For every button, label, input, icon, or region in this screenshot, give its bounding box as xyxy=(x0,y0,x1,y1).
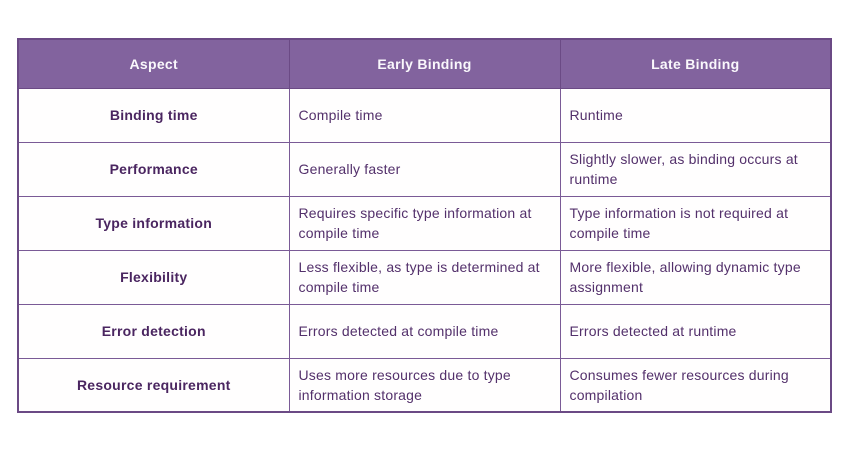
cell-early-binding: Requires specific type information at co… xyxy=(288,195,561,251)
cell-late-binding: Errors detected at runtime xyxy=(559,303,832,359)
binding-comparison-table: Aspect Early Binding Late Binding Bindin… xyxy=(17,38,832,414)
table-row-error-detection: Error detection Errors detected at compi… xyxy=(17,303,832,359)
table-row-resource-requirement: Resource requirement Uses more resources… xyxy=(17,357,832,413)
cell-late-binding: Type information is not required at comp… xyxy=(559,195,832,251)
cell-late-binding: Consumes fewer resources during compilat… xyxy=(559,357,832,413)
table-row-flexibility: Flexibility Less flexible, as type is de… xyxy=(17,249,832,305)
cell-late-binding: Slightly slower, as binding occurs at ru… xyxy=(559,141,832,197)
cell-late-binding: More flexible, allowing dynamic type ass… xyxy=(559,249,832,305)
table-row-binding-time: Binding time Compile time Runtime xyxy=(17,87,832,143)
cell-aspect: Type information xyxy=(17,195,290,251)
header-late-binding: Late Binding xyxy=(559,38,832,89)
cell-early-binding: Less flexible, as type is determined at … xyxy=(288,249,561,305)
header-aspect: Aspect xyxy=(17,38,290,89)
cell-aspect: Error detection xyxy=(17,303,290,359)
cell-aspect: Performance xyxy=(17,141,290,197)
header-early-binding: Early Binding xyxy=(288,38,561,89)
cell-early-binding: Generally faster xyxy=(288,141,561,197)
table-row-type-information: Type information Requires specific type … xyxy=(17,195,832,251)
cell-aspect: Resource requirement xyxy=(17,357,290,413)
cell-aspect: Flexibility xyxy=(17,249,290,305)
cell-early-binding: Errors detected at compile time xyxy=(288,303,561,359)
table-row-performance: Performance Generally faster Slightly sl… xyxy=(17,141,832,197)
cell-early-binding: Uses more resources due to type informat… xyxy=(288,357,561,413)
table-header-row: Aspect Early Binding Late Binding xyxy=(17,38,832,89)
cell-early-binding: Compile time xyxy=(288,87,561,143)
cell-late-binding: Runtime xyxy=(559,87,832,143)
cell-aspect: Binding time xyxy=(17,87,290,143)
